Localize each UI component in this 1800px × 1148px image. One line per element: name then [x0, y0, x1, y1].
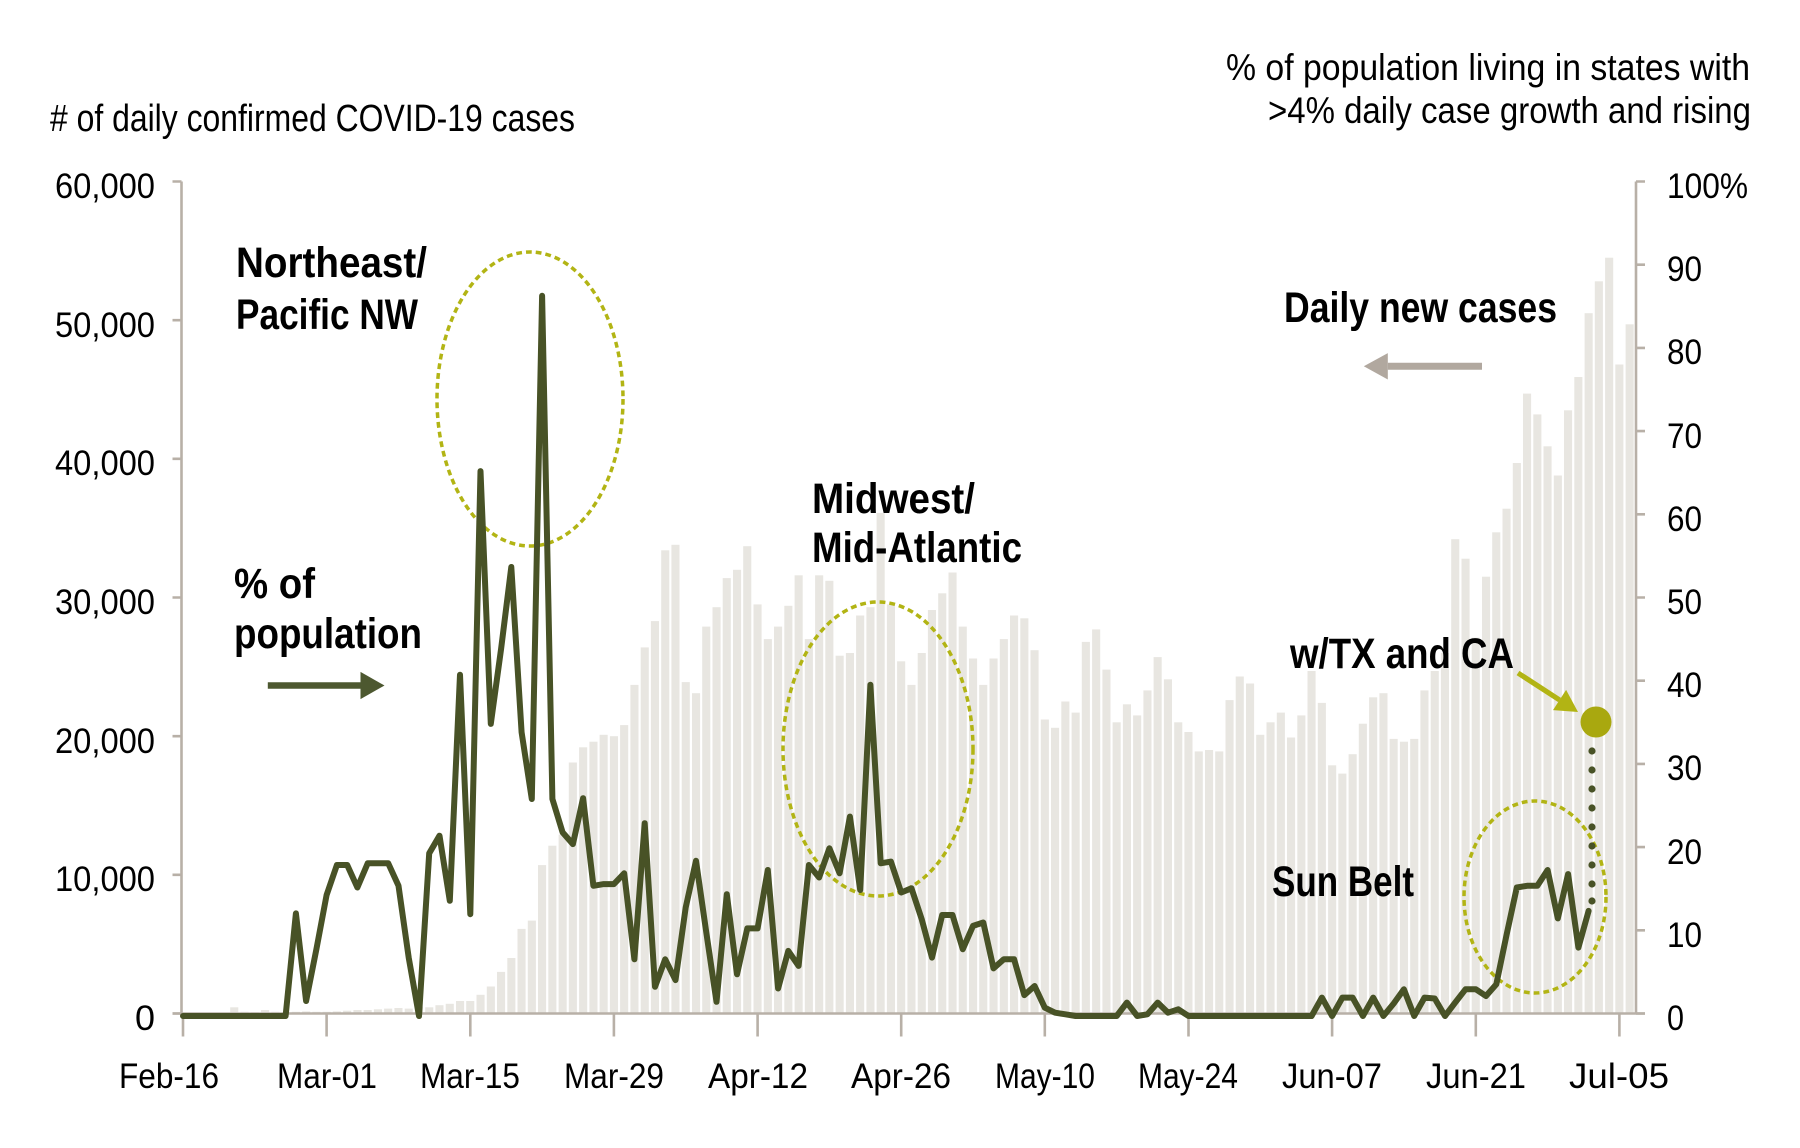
svg-text:Feb-16: Feb-16	[119, 1057, 219, 1096]
svg-text:Jun-07: Jun-07	[1282, 1057, 1382, 1096]
svg-text:May-24: May-24	[1138, 1057, 1238, 1096]
svg-text:Mid-Atlantic: Mid-Atlantic	[812, 524, 1022, 572]
svg-text:>4% daily case growth and risi: >4% daily case growth and rising	[1268, 90, 1751, 131]
svg-text:# of daily confirmed COVID-19: # of daily confirmed COVID-19 cases	[50, 98, 575, 140]
svg-text:50: 50	[1667, 583, 1702, 622]
svg-text:May-10: May-10	[995, 1057, 1095, 1096]
svg-text:30: 30	[1667, 749, 1702, 788]
svg-text:40,000: 40,000	[55, 444, 155, 483]
svg-text:Mar-15: Mar-15	[420, 1057, 520, 1096]
svg-text:60: 60	[1667, 500, 1702, 539]
svg-text:10,000: 10,000	[55, 860, 155, 899]
svg-text:Jul-05: Jul-05	[1569, 1057, 1669, 1096]
svg-text:% of: % of	[234, 560, 316, 608]
svg-text:30,000: 30,000	[55, 583, 155, 622]
svg-text:Mar-01: Mar-01	[277, 1057, 377, 1096]
svg-text:Jun-21: Jun-21	[1426, 1057, 1526, 1096]
svg-text:20: 20	[1667, 833, 1702, 872]
svg-text:Apr-26: Apr-26	[851, 1057, 951, 1096]
svg-text:% of population living in stat: % of population living in states with	[1226, 47, 1750, 88]
svg-text:Midwest/: Midwest/	[812, 475, 975, 523]
svg-text:Northeast/: Northeast/	[236, 239, 427, 287]
svg-text:Mar-29: Mar-29	[564, 1057, 664, 1096]
svg-text:Apr-12: Apr-12	[708, 1057, 808, 1096]
svg-text:0: 0	[135, 999, 155, 1038]
svg-text:0: 0	[1667, 999, 1684, 1038]
svg-text:20,000: 20,000	[55, 722, 155, 761]
svg-text:Pacific NW: Pacific NW	[236, 291, 418, 339]
svg-text:40: 40	[1667, 666, 1702, 705]
svg-text:Sun Belt: Sun Belt	[1272, 858, 1414, 906]
svg-text:70: 70	[1667, 417, 1702, 456]
svg-text:50,000: 50,000	[55, 306, 155, 345]
svg-text:w/TX and CA: w/TX and CA	[1289, 630, 1514, 678]
svg-text:90: 90	[1667, 250, 1702, 289]
svg-text:80: 80	[1667, 333, 1702, 372]
svg-text:population: population	[234, 610, 422, 658]
svg-text:60,000: 60,000	[55, 167, 155, 206]
svg-text:Daily new cases: Daily new cases	[1284, 284, 1557, 332]
svg-text:10: 10	[1667, 916, 1702, 955]
svg-text:100%: 100%	[1667, 167, 1748, 206]
